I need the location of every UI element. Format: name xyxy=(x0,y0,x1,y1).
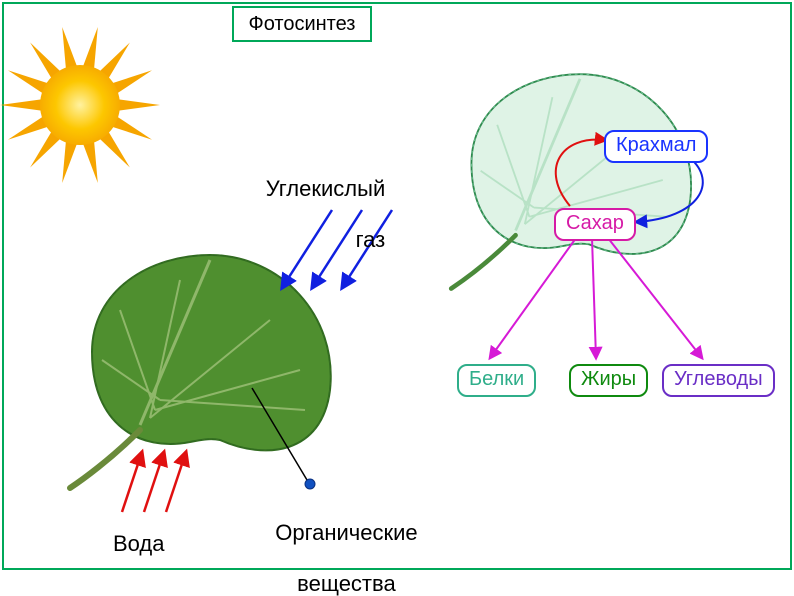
water-label: Вода xyxy=(113,531,165,556)
carbs-pill: Углеводы xyxy=(662,364,775,397)
organic-label: Органические вещества xyxy=(263,495,418,596)
title-text: Фотосинтез xyxy=(249,13,356,36)
title-box: Фотосинтез xyxy=(232,6,372,42)
sugar-pill: Сахар xyxy=(554,208,636,241)
diagram-frame xyxy=(2,2,792,570)
co2-label-line1: Углекислый xyxy=(266,176,385,201)
co2-label-line2: газ xyxy=(265,227,385,252)
organic-label-line2: вещества xyxy=(297,571,396,596)
organic-label-line1: Органические xyxy=(275,520,417,545)
proteins-pill: Белки xyxy=(457,364,536,397)
starch-pill: Крахмал xyxy=(604,130,708,163)
fats-pill: Жиры xyxy=(569,364,648,397)
co2-label: Углекислый газ xyxy=(253,151,385,252)
